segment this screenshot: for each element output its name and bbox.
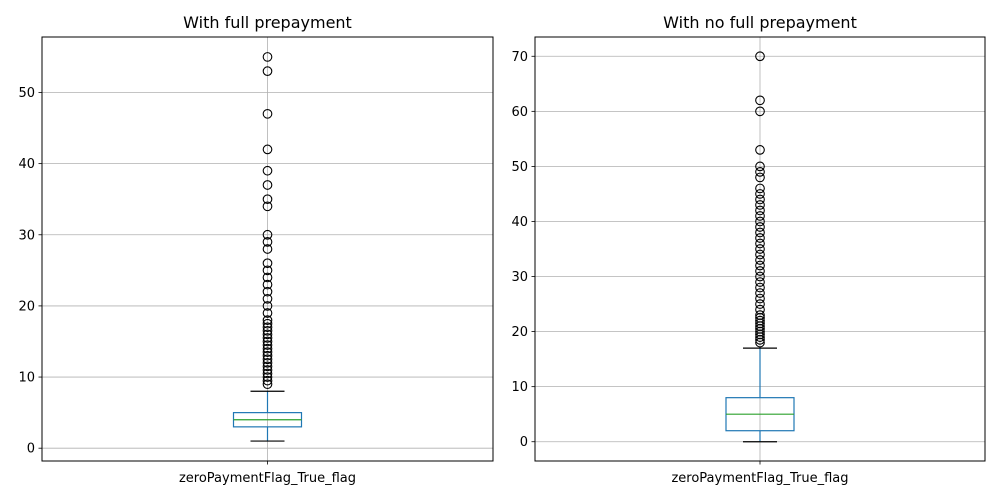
y-tick-label: 10	[18, 371, 35, 386]
outlier-point	[755, 172, 765, 183]
outlier-point	[262, 293, 273, 304]
outlier-point	[262, 333, 273, 343]
outlier-point	[755, 227, 765, 238]
outlier-point	[755, 167, 765, 177]
chart-panel-2: 0 10 20 30 40 50 60 70 zeroPaymentFlag_True_flag…	[511, 13, 986, 486]
y-tick-label: 60	[511, 105, 528, 120]
y-tick-label: 20	[18, 299, 35, 314]
outlier-point	[262, 194, 273, 205]
y-tick-label: 10	[511, 380, 528, 395]
outlier-point	[262, 315, 273, 325]
outlier-point	[262, 308, 273, 318]
outlier-point	[755, 189, 765, 199]
outlier-point	[262, 365, 273, 375]
outlier-point	[755, 145, 765, 155]
outlier-point	[262, 237, 273, 247]
outlier-point	[262, 347, 273, 358]
outlier-point	[755, 183, 765, 194]
outlier-point	[262, 144, 273, 155]
outlier-point	[755, 161, 765, 172]
outlier-point	[755, 106, 765, 117]
outlier-point	[755, 288, 765, 298]
outlier-point	[262, 329, 273, 340]
outlier-point	[755, 293, 765, 304]
outlier-point	[262, 258, 273, 269]
outlier-point	[755, 271, 765, 282]
y-tick-label: 70	[511, 50, 528, 65]
outlier-point	[262, 361, 273, 372]
outlier-point	[755, 266, 765, 276]
outlier-point	[755, 304, 765, 315]
outlier-point	[262, 229, 273, 240]
outlier-point	[262, 375, 273, 386]
outlier-point	[262, 325, 273, 336]
outlier-point	[755, 310, 765, 320]
outlier-point	[755, 249, 765, 260]
outlier-point	[755, 211, 765, 221]
outlier-point	[755, 200, 765, 210]
y-tick-label: 50	[18, 86, 35, 101]
y-tick-label: 40	[18, 157, 35, 172]
outlier-point	[755, 244, 765, 254]
outlier-point	[755, 299, 765, 309]
y-tick-label: 0	[27, 442, 35, 457]
outlier-point	[262, 343, 273, 354]
outlier-point	[262, 52, 273, 62]
axes-frame	[534, 36, 986, 462]
outlier-point	[262, 286, 273, 297]
outlier-point	[755, 95, 765, 106]
outlier-point	[755, 205, 765, 216]
outlier-point	[262, 265, 273, 276]
outlier-point	[755, 51, 765, 62]
outlier-point	[262, 368, 273, 379]
outlier-point	[262, 165, 273, 176]
outlier-point	[262, 340, 273, 350]
x-tick-label: zeroPaymentFlag_True_flag	[179, 471, 356, 486]
outlier-point	[262, 301, 273, 311]
outlier-point	[262, 336, 273, 347]
outlier-point	[262, 108, 273, 119]
chart-title: With no full prepayment	[663, 13, 857, 32]
outlier-point	[262, 322, 273, 333]
outlier-point	[755, 260, 765, 271]
outlier-point	[755, 222, 765, 232]
y-tick-label: 0	[520, 435, 528, 450]
outlier-point	[755, 277, 765, 287]
y-tick-label: 40	[511, 215, 528, 230]
outlier-point	[262, 379, 273, 390]
outlier-point	[755, 315, 765, 326]
outlier-point	[262, 279, 273, 290]
y-tick-label: 50	[511, 160, 528, 175]
outlier-point	[755, 238, 765, 249]
outlier-point	[755, 282, 765, 293]
outlier-point	[262, 180, 273, 190]
outlier-point	[262, 201, 273, 212]
outlier-point	[262, 357, 273, 368]
outlier-point	[262, 272, 273, 283]
y-tick-label: 30	[18, 228, 35, 243]
y-tick-label: 20	[511, 325, 528, 340]
chart-title: With full prepayment	[183, 13, 352, 32]
outlier-point	[755, 255, 765, 265]
outlier-point	[262, 318, 273, 329]
outlier-point	[262, 372, 273, 382]
outlier-point	[262, 350, 273, 361]
outlier-point	[755, 233, 765, 243]
outlier-point	[262, 354, 273, 365]
y-tick-label: 30	[511, 270, 528, 285]
outlier-point	[755, 216, 765, 227]
outlier-point	[755, 194, 765, 205]
chart-panel-1: 0 10 20 30 40 50 zeroPaymentFlag_True_flag With…	[18, 13, 494, 486]
x-tick-label: zeroPaymentFlag_True_flag	[671, 471, 848, 486]
axes-frame	[41, 36, 494, 462]
outlier-point	[262, 66, 273, 76]
outlier-point	[262, 244, 273, 254]
